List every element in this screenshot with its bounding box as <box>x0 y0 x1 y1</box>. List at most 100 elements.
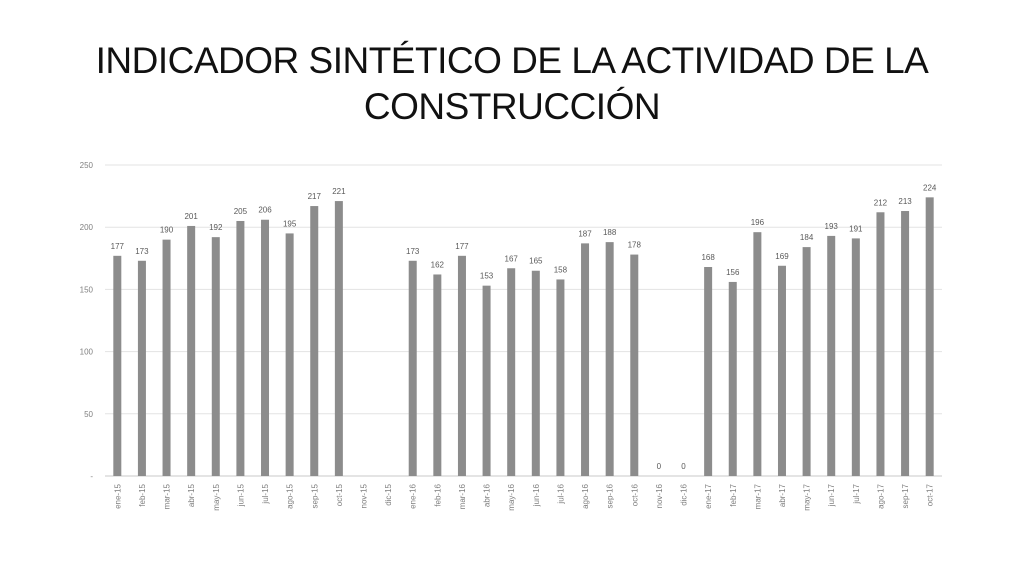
bar <box>605 242 614 476</box>
gridlines <box>105 164 942 477</box>
data-label: 191 <box>849 224 863 233</box>
bar <box>310 206 319 476</box>
data-label: 195 <box>283 219 297 228</box>
x-tick-label: nov-16 <box>655 483 664 508</box>
x-tick-label: mar-17 <box>753 483 762 509</box>
data-label: 173 <box>406 247 420 256</box>
data-label: 173 <box>135 247 149 256</box>
x-tick-label: sep-15 <box>310 483 319 508</box>
data-label: 184 <box>800 233 814 242</box>
title-line-1: INDICADOR SINTÉTICO DE LA ACTIVIDAD DE L… <box>95 40 929 81</box>
x-axis: ene-15 feb-15 mar-15 abr-15 may-15 jun-15 jul-… <box>113 483 934 510</box>
x-tick-label: may-17 <box>803 483 812 510</box>
x-tick-label: abr-15 <box>187 483 196 507</box>
data-label: 213 <box>898 197 912 206</box>
bar <box>531 270 540 476</box>
x-tick-label: sep-16 <box>606 483 615 508</box>
x-tick-label: mar-16 <box>458 483 467 509</box>
data-label: 190 <box>160 226 174 235</box>
page-title: INDICADOR SINTÉTICO DE LA ACTIVIDAD DE L… <box>0 38 1024 130</box>
bar <box>187 225 196 476</box>
bar <box>236 220 245 476</box>
data-label: 0 <box>657 462 662 471</box>
data-label: 0 <box>681 462 686 471</box>
data-label: 205 <box>234 207 248 216</box>
bar <box>901 211 910 476</box>
x-tick-label: jul-17 <box>852 483 861 504</box>
x-tick-label: sep-17 <box>901 483 910 508</box>
y-tick-label: 100 <box>80 348 94 357</box>
bar <box>556 279 565 476</box>
y-tick-label: - <box>90 472 93 481</box>
data-label: 153 <box>480 272 494 281</box>
data-labels: 177 173 190 201 192 205 206 195 217 221 173 162 177 1… <box>111 183 937 471</box>
bar <box>433 274 442 476</box>
data-label: 158 <box>554 265 568 274</box>
bars <box>113 197 934 477</box>
x-tick-label: oct-16 <box>630 483 639 506</box>
bar <box>581 243 590 476</box>
bar <box>261 219 270 476</box>
data-label: 168 <box>701 253 715 262</box>
x-tick-label: oct-17 <box>926 483 935 506</box>
x-tick-label: feb-17 <box>729 483 738 506</box>
x-tick-label: ene-17 <box>704 483 713 508</box>
y-tick-label: 50 <box>84 410 93 419</box>
x-tick-label: mar-15 <box>163 483 172 509</box>
bar <box>802 247 811 476</box>
x-tick-label: ago-16 <box>581 483 590 508</box>
x-tick-label: jun-16 <box>532 483 541 507</box>
data-label: 212 <box>874 198 888 207</box>
x-tick-label: may-16 <box>507 483 516 510</box>
x-tick-label: jun-17 <box>827 483 836 507</box>
bar <box>728 281 737 476</box>
bar <box>334 201 343 477</box>
data-label: 169 <box>775 252 789 261</box>
bar <box>876 212 885 476</box>
title-line-2: CONSTRUCCIÓN <box>363 86 661 127</box>
x-tick-label: abr-16 <box>483 483 492 507</box>
bar <box>211 237 220 476</box>
x-tick-label: jul-15 <box>261 483 270 504</box>
y-tick-label: 150 <box>80 285 94 294</box>
data-label: 162 <box>431 260 445 269</box>
x-tick-label: jul-16 <box>556 483 565 504</box>
data-label: 217 <box>308 192 322 201</box>
bar <box>753 232 762 476</box>
data-label: 177 <box>111 242 125 251</box>
bar <box>925 197 934 476</box>
data-label: 221 <box>332 187 346 196</box>
x-tick-label: abr-17 <box>778 483 787 507</box>
x-tick-label: ago-15 <box>286 483 295 508</box>
bar <box>482 285 491 476</box>
x-tick-label: dic-15 <box>384 483 393 505</box>
x-tick-label: feb-15 <box>138 483 147 506</box>
x-tick-label: dic-16 <box>680 483 689 505</box>
data-label: 178 <box>628 241 642 250</box>
y-tick-label: 200 <box>80 223 94 232</box>
x-tick-label: ago-17 <box>876 483 885 508</box>
data-label: 165 <box>529 257 543 266</box>
data-label: 196 <box>751 218 765 227</box>
bar <box>457 255 466 476</box>
bar <box>851 238 860 476</box>
x-tick-label: feb-16 <box>433 483 442 506</box>
data-label: 206 <box>258 206 272 215</box>
x-tick-label: nov-15 <box>359 483 368 508</box>
bar <box>113 255 122 476</box>
bar <box>827 235 836 476</box>
data-label: 188 <box>603 228 617 237</box>
bar <box>704 267 713 476</box>
bar <box>285 233 294 476</box>
x-tick-label: ene-16 <box>409 483 418 508</box>
x-tick-label: oct-15 <box>335 483 344 506</box>
data-label: 156 <box>726 268 740 277</box>
bar <box>507 268 516 476</box>
y-axis: - 50 100 150 200 250 <box>80 161 94 481</box>
bar <box>777 265 786 476</box>
data-label: 167 <box>505 254 519 263</box>
data-label: 187 <box>578 229 592 238</box>
x-tick-label: jun-15 <box>236 483 245 507</box>
bar <box>630 254 639 476</box>
